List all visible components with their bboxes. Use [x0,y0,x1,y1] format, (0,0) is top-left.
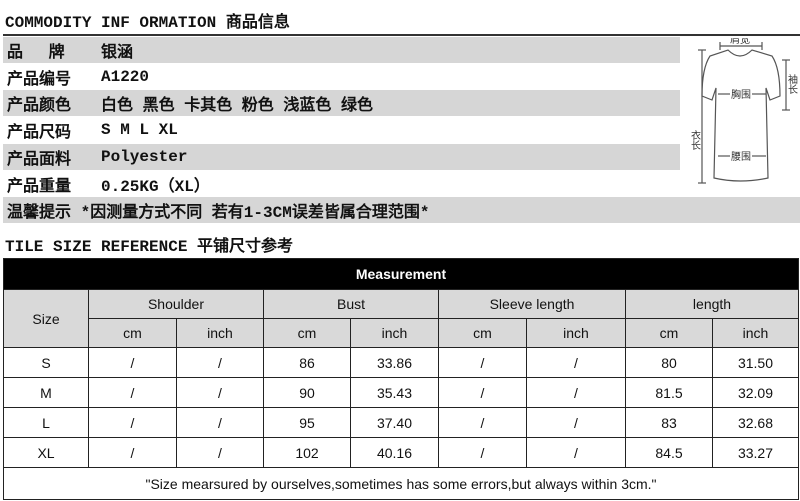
page-title: COMMODITY INF ORMATION 商品信息 [5,14,290,32]
divider [3,34,800,36]
unit-header: inch [350,318,439,348]
table-cell: 37.40 [350,407,439,438]
table-cell: / [438,347,527,378]
table-cell: 86 [263,347,351,378]
unit-header: cm [88,318,177,348]
info-row: 品 牌 银涵 [3,37,680,63]
table-cell: / [88,347,177,378]
table-cell: XL [3,437,89,468]
table-cell: 81.5 [625,377,713,408]
unit-header: inch [526,318,626,348]
info-row: 产品编号 A1220 [3,64,680,90]
waist-label: 腰围 [731,151,751,163]
unit-header: inch [712,318,799,348]
info-label: 产品尺码 [7,124,72,143]
table-cell: 80 [625,347,713,378]
sleeve-label: 袖长 [786,73,798,94]
info-label: 品 牌 [7,44,65,62]
table-cell: / [526,347,626,378]
table-cell: / [88,407,177,438]
table-cell: / [438,407,527,438]
info-row: 产品重量 0.25KG（XL） [3,171,680,197]
info-value: 白色 黑色 卡其色 粉色 浅蓝色 绿色 [101,97,374,116]
table-cell: 32.09 [712,377,799,408]
table-cell: / [526,377,626,408]
group-header: Bust [263,289,439,319]
table-row: S //86 33.86//80 31.50 [3,347,799,378]
size-table: Measurement Size Shoulder Bust Sleeve lengt… [3,258,799,500]
table-row: L //95 37.40//83 32.68 [3,407,799,438]
group-header: Shoulder [88,289,264,319]
table-cell: / [176,347,264,378]
table-cell: 40.16 [350,437,439,468]
table-cell: 102 [263,437,351,468]
info-value: 0.25KG（XL） [101,177,210,196]
table-cell: L [3,407,89,438]
table-cell: 33.27 [712,437,799,468]
table-row: XL //102 40.16//84.5 33.27 [3,437,799,468]
table-cell: / [176,377,264,408]
info-label: 产品重量 [7,177,72,196]
info-value: Polyester [101,147,188,166]
table-cell: / [526,407,626,438]
table-cell: M [3,377,89,408]
shoulder-label: 肩宽 [730,38,750,46]
table-cell: / [526,437,626,468]
table-cell: 32.68 [712,407,799,438]
section-title: TILE SIZE REFERENCE 平铺尺寸参考 [5,238,294,256]
group-header: Sleeve length [438,289,626,319]
unit-header: inch [176,318,264,348]
info-value: S M L XL [101,121,178,140]
info-row: 产品颜色 白色 黑色 卡其色 粉色 浅蓝色 绿色 [3,90,680,117]
unit-header: cm [625,318,713,348]
tip-text: 温馨提示 *因测量方式不同 若有1-3CM误差皆属合理范围* [3,197,800,223]
table-cell: / [88,437,177,468]
table-cell: S [3,347,89,378]
table-row: M //90 35.43//81.5 32.09 [3,377,799,408]
table-cell: / [438,437,527,468]
tshirt-diagram: 肩宽 胸围 腰围 袖长 衣长 [689,38,798,184]
info-row: 产品尺码 S M L XL [3,117,680,143]
table-cell: 31.50 [712,347,799,378]
info-label: 产品编号 [7,70,72,89]
bust-label: 胸围 [731,88,751,101]
info-row: 产品面料 Polyester [3,143,680,170]
info-value: A1220 [101,67,150,86]
info-label: 产品颜色 [7,97,72,116]
size-header: Size [3,289,89,348]
table-cell: 35.43 [350,377,439,408]
table-cell: 95 [263,407,351,438]
table-cell: 84.5 [625,437,713,468]
group-header: length [625,289,799,319]
table-cell: / [176,437,264,468]
info-label: 产品面料 [7,150,72,169]
table-cell: / [438,377,527,408]
length-label: 衣长 [689,129,701,150]
unit-header: cm [263,318,351,348]
footnote: "Size mearsured by ourselves,sometimes h… [3,467,799,500]
table-cell: 90 [263,377,351,408]
info-value: 银涵 [101,44,134,62]
table-cell: / [88,377,177,408]
table-cell: 33.86 [350,347,439,378]
table-header: Measurement [3,258,799,290]
table-cell: / [176,407,264,438]
table-cell: 83 [625,407,713,438]
unit-header: cm [438,318,527,348]
